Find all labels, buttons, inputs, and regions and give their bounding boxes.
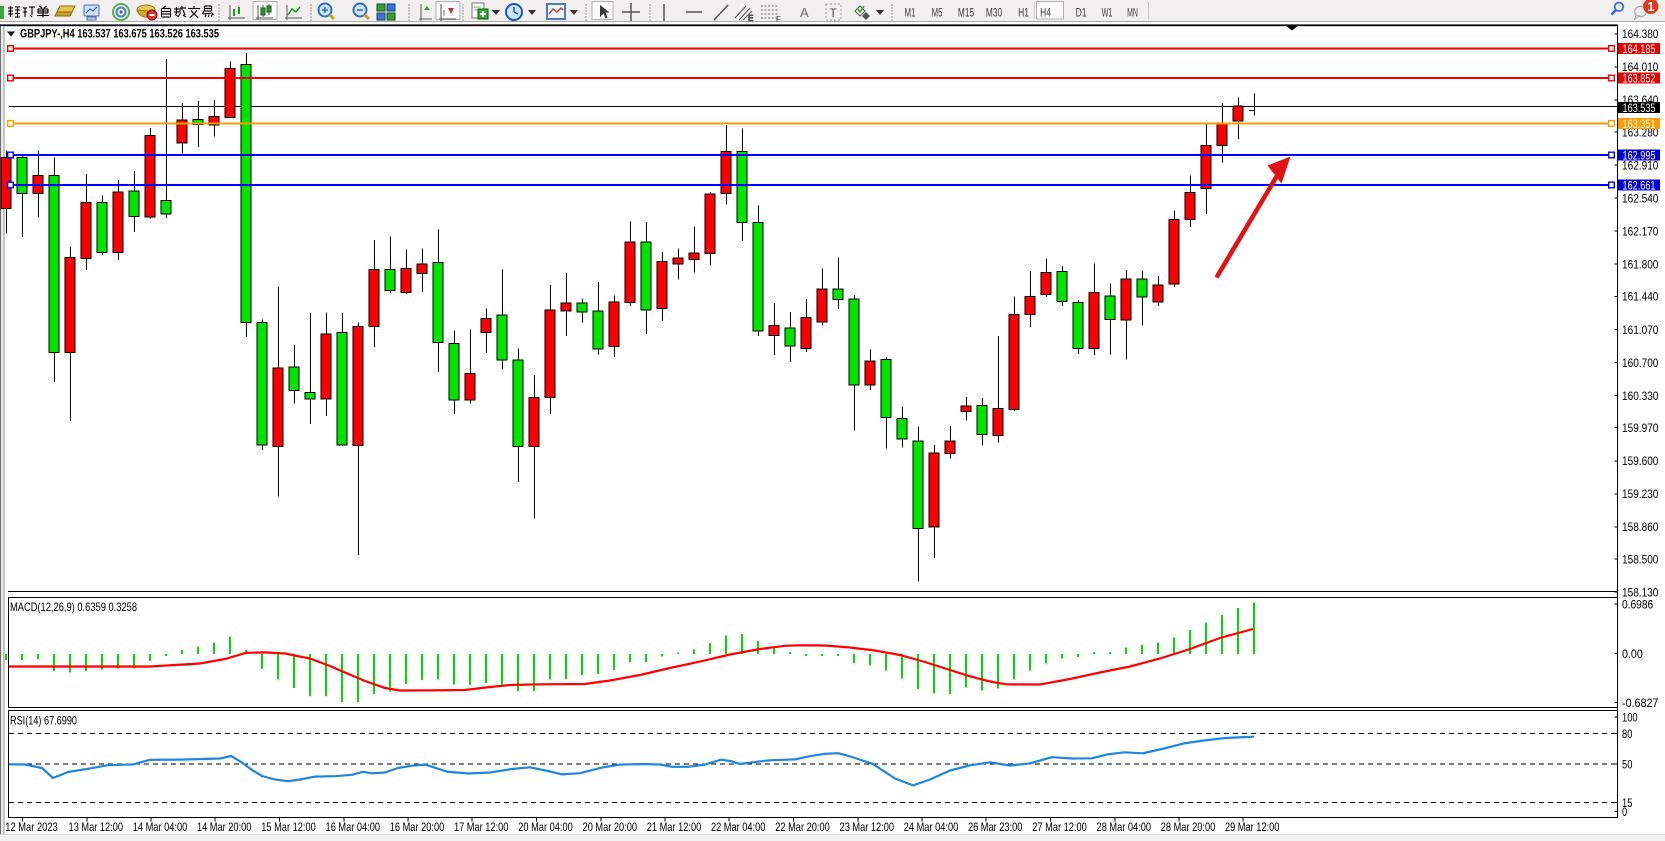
svg-text:158.500: 158.500 — [1622, 552, 1659, 566]
svg-text:162.661: 162.661 — [1623, 178, 1656, 192]
svg-text:M30: M30 — [986, 8, 1002, 20]
svg-text:159.600: 159.600 — [1622, 454, 1659, 468]
svg-text:W1: W1 — [1102, 8, 1113, 20]
svg-text:13 Mar 12:00: 13 Mar 12:00 — [69, 820, 124, 834]
svg-text:14 Mar 20:00: 14 Mar 20:00 — [197, 820, 252, 834]
svg-text:158.860: 158.860 — [1622, 520, 1659, 534]
svg-text:161.800: 161.800 — [1622, 258, 1659, 272]
svg-text:12 Mar 2023: 12 Mar 2023 — [5, 820, 58, 834]
svg-text:GBPJPY-,H4 163.537 163.675 16: GBPJPY-,H4 163.537 163.675 163.526 163.5… — [20, 26, 219, 40]
svg-text:F: F — [776, 15, 781, 24]
svg-text:MACD(12,26,9) 0.6359 0.3258: MACD(12,26,9) 0.6359 0.3258 — [10, 600, 137, 614]
svg-text:162.995: 162.995 — [1623, 148, 1656, 162]
svg-text:163.351: 163.351 — [1623, 117, 1656, 131]
svg-text:16 Mar 20:00: 16 Mar 20:00 — [390, 820, 445, 834]
svg-text:164.185: 164.185 — [1623, 42, 1656, 56]
svg-text:80: 80 — [1622, 727, 1633, 741]
svg-text:H1: H1 — [1018, 8, 1029, 20]
svg-text:0.00: 0.00 — [1622, 647, 1643, 661]
svg-text:164.380: 164.380 — [1622, 27, 1659, 41]
svg-text:163.852: 163.852 — [1623, 71, 1656, 85]
svg-text:26 Mar 23:00: 26 Mar 23:00 — [968, 820, 1023, 834]
svg-text:28 Mar 04:00: 28 Mar 04:00 — [1097, 820, 1152, 834]
svg-text:17 Mar 12:00: 17 Mar 12:00 — [454, 820, 509, 834]
svg-text:0.6986: 0.6986 — [1622, 597, 1653, 611]
svg-text:24 Mar 04:00: 24 Mar 04:00 — [904, 820, 959, 834]
svg-text:23 Mar 12:00: 23 Mar 12:00 — [840, 820, 895, 834]
svg-text:20 Mar 20:00: 20 Mar 20:00 — [583, 820, 638, 834]
svg-text:162.540: 162.540 — [1622, 191, 1659, 205]
svg-text:T: T — [830, 6, 838, 20]
svg-text:H4: H4 — [1040, 8, 1051, 20]
svg-text:163.535: 163.535 — [1623, 101, 1656, 115]
svg-text:158.130: 158.130 — [1622, 585, 1659, 599]
svg-text:15 Mar 12:00: 15 Mar 12:00 — [261, 820, 316, 834]
svg-text:20 Mar 04:00: 20 Mar 04:00 — [518, 820, 573, 834]
svg-text:22 Mar 20:00: 22 Mar 20:00 — [775, 820, 830, 834]
svg-text:22 Mar 04:00: 22 Mar 04:00 — [711, 820, 766, 834]
svg-text:50: 50 — [1622, 757, 1633, 771]
svg-text:160.700: 160.700 — [1622, 356, 1659, 370]
svg-text:100: 100 — [1622, 710, 1638, 724]
svg-text:MN: MN — [1127, 8, 1138, 20]
svg-text:29 Mar 12:00: 29 Mar 12:00 — [1225, 820, 1280, 834]
svg-text:21 Mar 12:00: 21 Mar 12:00 — [647, 820, 702, 834]
svg-text:RSI(14) 67.6990: RSI(14) 67.6990 — [10, 714, 77, 728]
svg-text:E: E — [748, 14, 753, 23]
svg-text:160.330: 160.330 — [1622, 389, 1659, 403]
svg-text:A: A — [800, 5, 809, 20]
svg-text:15: 15 — [1622, 796, 1633, 810]
svg-text:162.170: 162.170 — [1622, 225, 1659, 239]
svg-text:0: 0 — [1622, 805, 1627, 819]
svg-text:161.070: 161.070 — [1622, 323, 1659, 337]
svg-text:16 Mar 04:00: 16 Mar 04:00 — [326, 820, 381, 834]
svg-text:159.230: 159.230 — [1622, 487, 1659, 501]
svg-text:28 Mar 20:00: 28 Mar 20:00 — [1161, 820, 1216, 834]
svg-text:14 Mar 04:00: 14 Mar 04:00 — [133, 820, 188, 834]
svg-text:159.970: 159.970 — [1622, 421, 1659, 435]
svg-text:1: 1 — [1647, 0, 1654, 14]
svg-text:27 Mar 12:00: 27 Mar 12:00 — [1032, 820, 1087, 834]
svg-text:M5: M5 — [932, 8, 943, 20]
svg-text:M1: M1 — [905, 8, 916, 20]
svg-text:164.010: 164.010 — [1622, 60, 1659, 74]
svg-text:M15: M15 — [958, 8, 974, 20]
svg-text:D1: D1 — [1076, 8, 1087, 20]
svg-text:-0.6827: -0.6827 — [1622, 696, 1659, 710]
svg-text:161.440: 161.440 — [1622, 290, 1659, 304]
svg-text:162.910: 162.910 — [1622, 158, 1659, 172]
